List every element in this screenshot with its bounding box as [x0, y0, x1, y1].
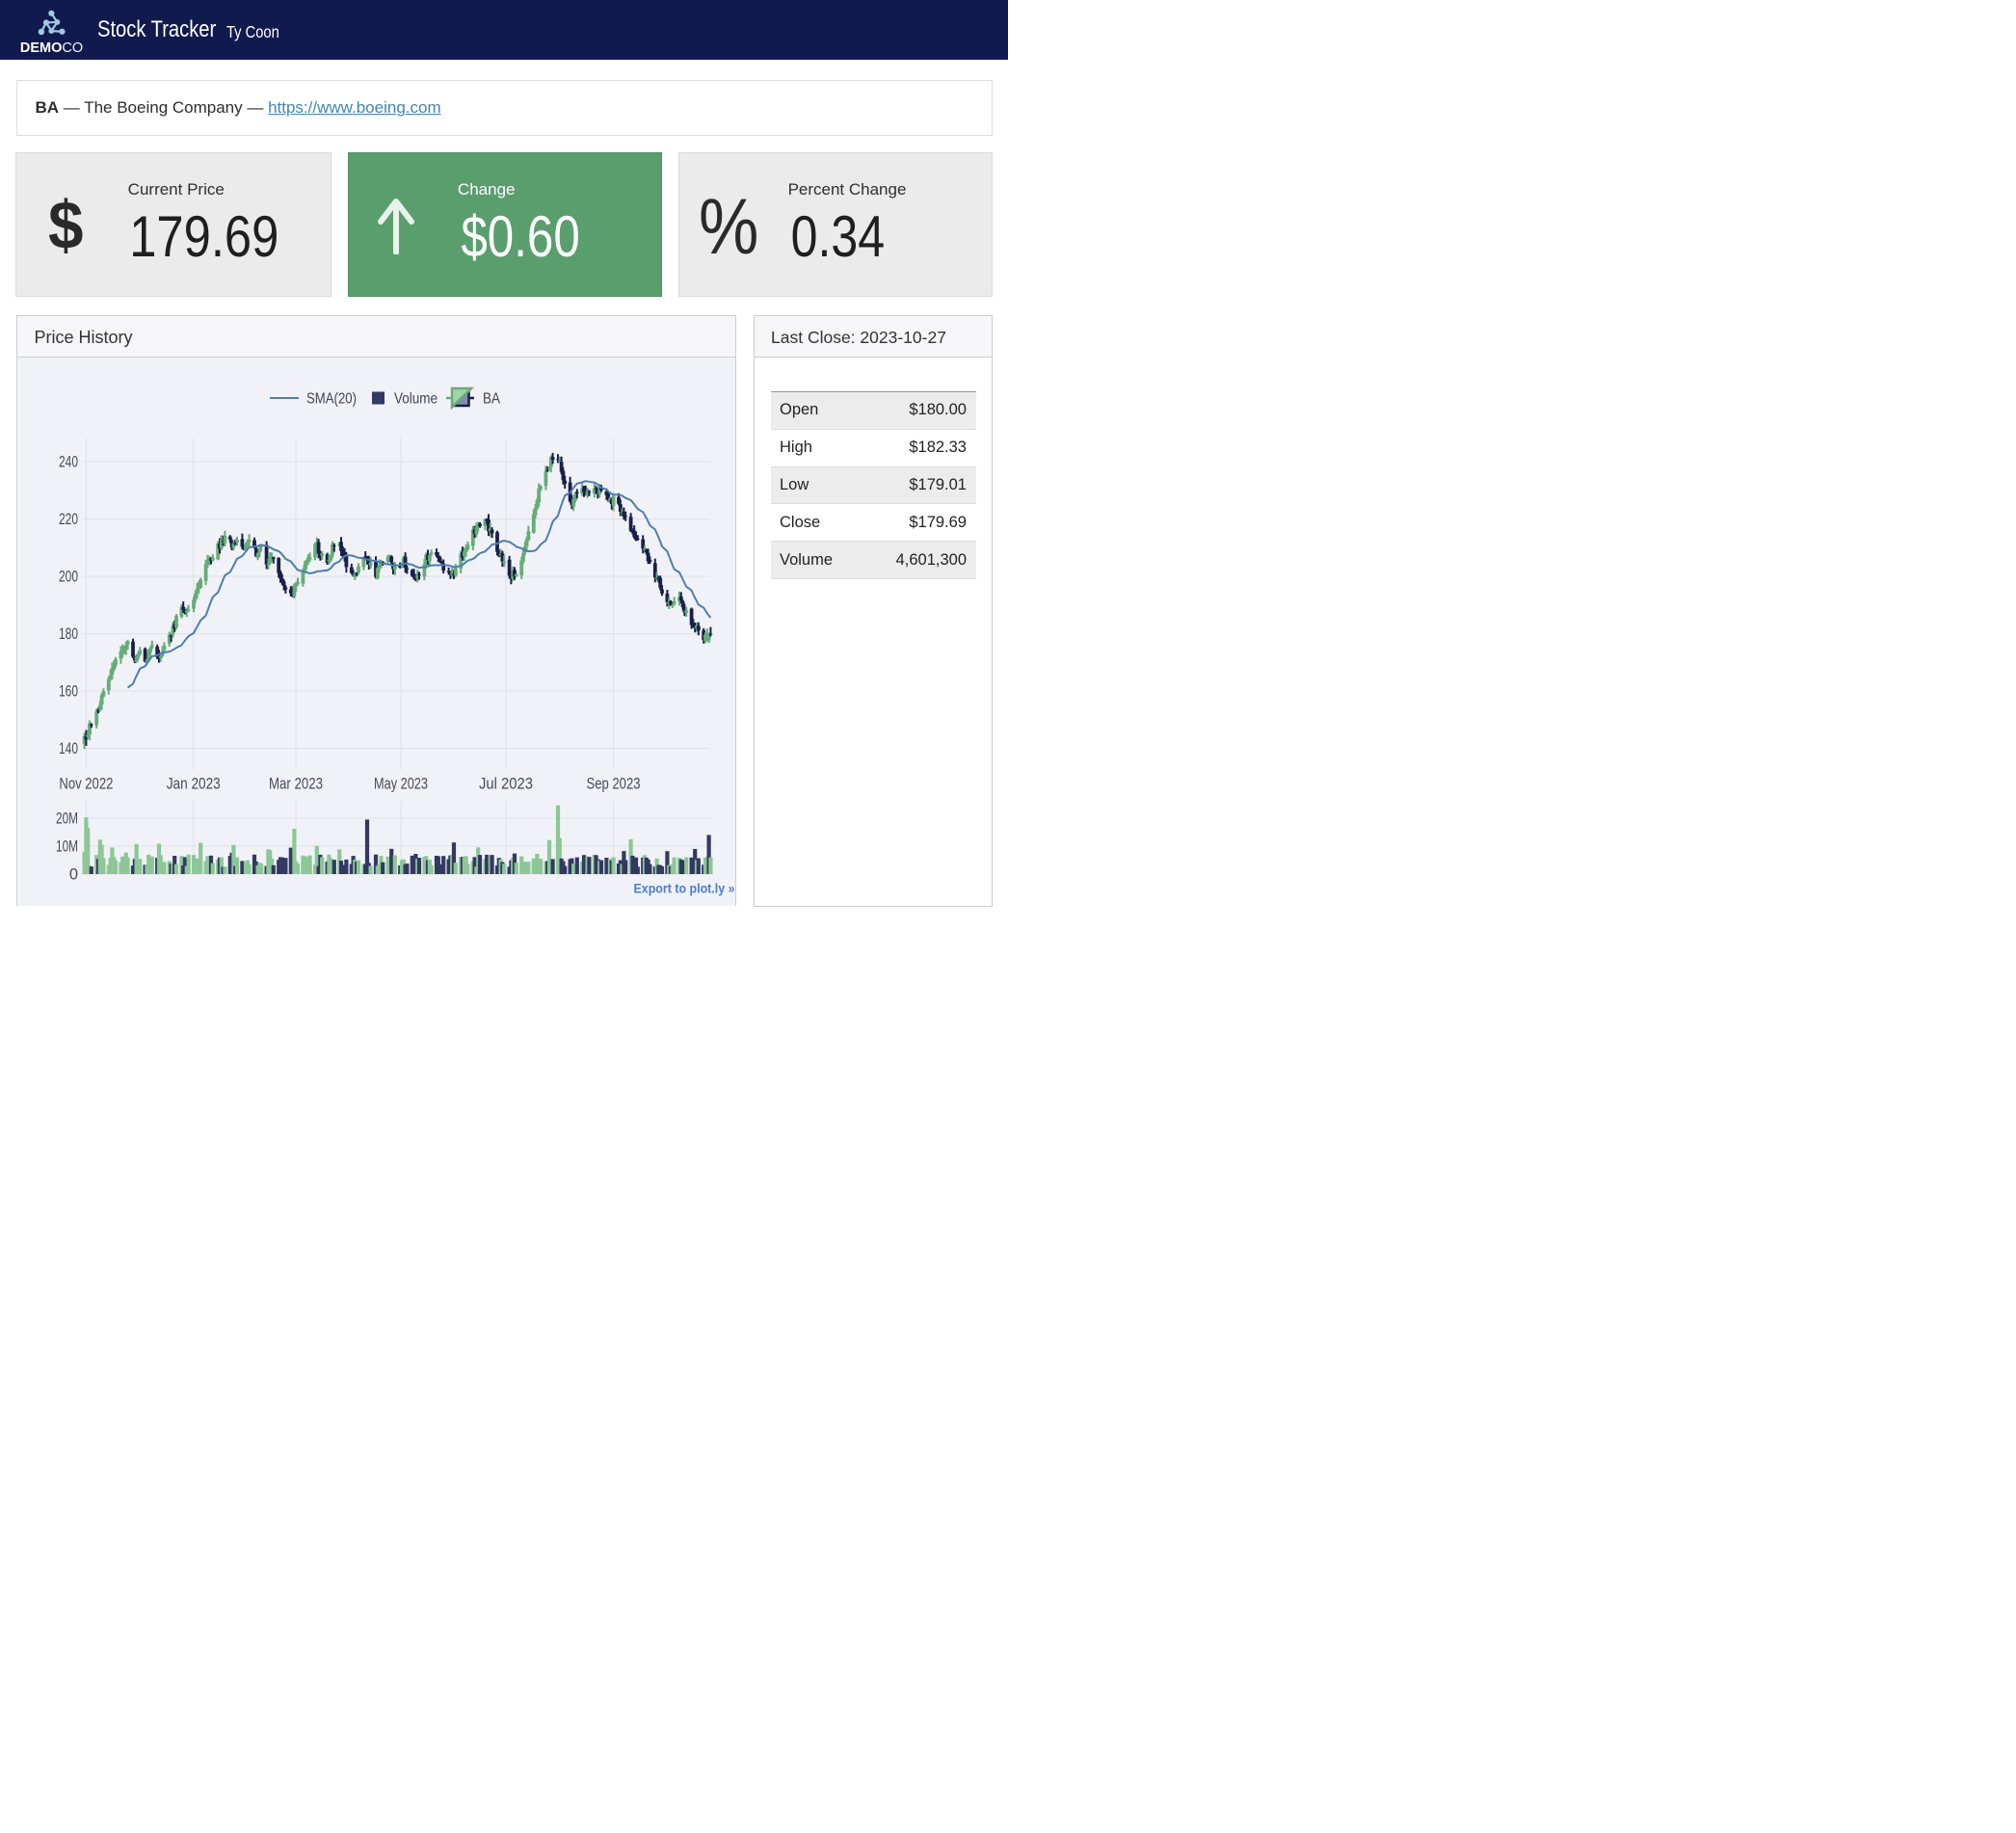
svg-text:220: 220: [59, 511, 78, 528]
svg-text:SMA(20): SMA(20): [306, 390, 357, 407]
svg-text:200: 200: [59, 568, 78, 585]
svg-text:Mar 2023: Mar 2023: [269, 775, 323, 792]
svg-text:20M: 20M: [56, 810, 78, 827]
svg-text:10M: 10M: [56, 837, 78, 855]
svg-text:BA: BA: [483, 390, 500, 407]
svg-text:Volume: Volume: [394, 390, 438, 407]
svg-text:240: 240: [59, 453, 78, 470]
svg-text:140: 140: [59, 740, 78, 757]
svg-text:May 2023: May 2023: [374, 775, 428, 792]
svg-text:160: 160: [59, 682, 78, 700]
svg-text:Export to plot.ly »: Export to plot.ly »: [634, 880, 735, 895]
svg-text:Sep 2023: Sep 2023: [587, 775, 641, 792]
svg-text:0: 0: [69, 865, 78, 883]
svg-text:Nov 2022: Nov 2022: [59, 775, 113, 792]
svg-text:180: 180: [59, 625, 78, 643]
svg-text:Jul 2023: Jul 2023: [479, 775, 533, 792]
svg-text:Jan 2023: Jan 2023: [167, 775, 221, 792]
